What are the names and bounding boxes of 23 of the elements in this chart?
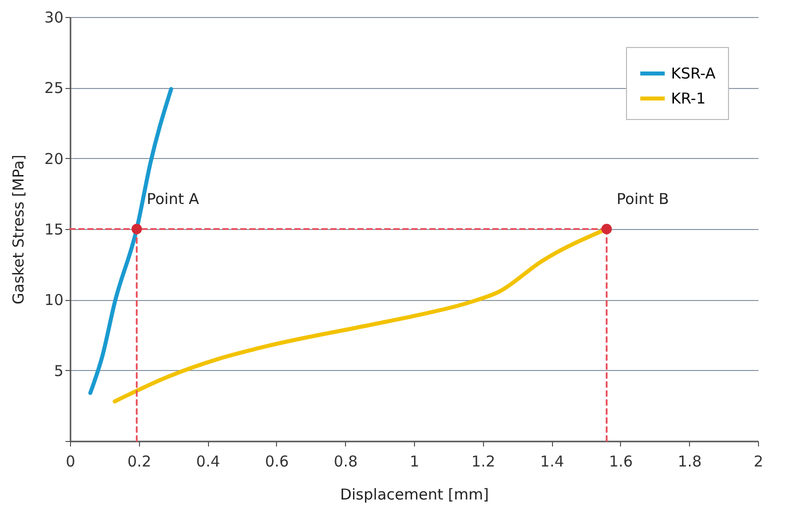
y-tick-label: 5 xyxy=(54,362,64,380)
y-axis-title: Gasket Stress [MPa] xyxy=(9,154,28,304)
legend-label: KSR-A xyxy=(671,64,716,82)
x-tick-label: 1.2 xyxy=(471,452,496,470)
y-tick-label: 15 xyxy=(44,220,64,238)
legend-label: KR-1 xyxy=(671,90,706,108)
y-tick-label: 30 xyxy=(44,8,64,26)
x-tick-label: 1.4 xyxy=(540,452,564,470)
y-tick-label: 25 xyxy=(44,79,64,98)
x-tick-label: 0.4 xyxy=(196,452,220,470)
annotation: Point B xyxy=(616,190,669,208)
y-tick-label: 10 xyxy=(44,291,64,310)
x-tick-label: 1.6 xyxy=(608,452,633,470)
x-tick-label: 0.6 xyxy=(264,452,289,470)
x-tick-label: 0.8 xyxy=(334,452,358,470)
x-tick-label: 2 xyxy=(754,452,764,470)
annotation: Point A xyxy=(146,190,200,208)
x-tick-label: 0 xyxy=(66,452,76,470)
y-tick-label: 20 xyxy=(44,150,64,168)
x-axis-title: Displacement [mm] xyxy=(340,486,489,504)
x-tick-label: 1.8 xyxy=(678,452,702,470)
x-tick-label: 1 xyxy=(410,452,420,470)
x-tick-label: 0.2 xyxy=(127,452,152,470)
